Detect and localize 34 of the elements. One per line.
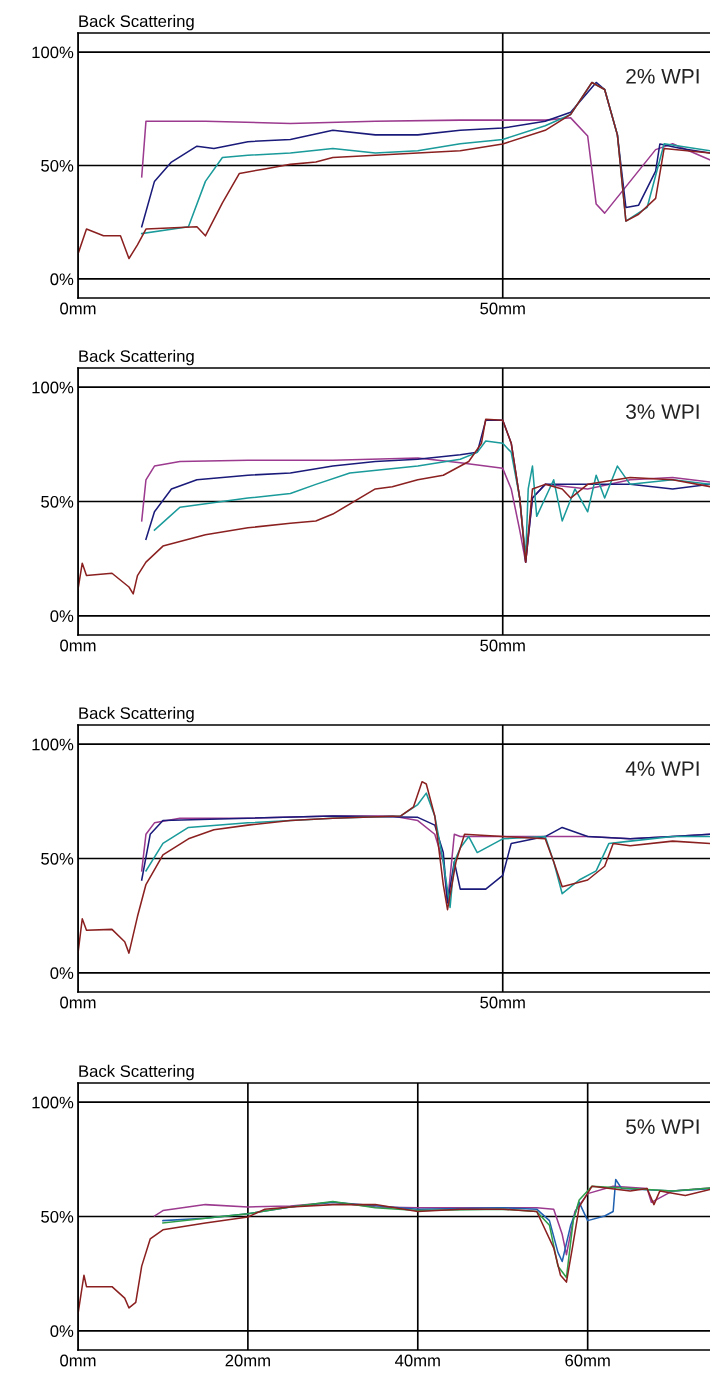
y-tick-label: 0%: [50, 967, 74, 979]
y-axis-title: Back Scattering: [79, 349, 194, 366]
y-axis-title: Back Scattering: [79, 1064, 194, 1081]
x-tick-label: 0mm: [60, 639, 96, 652]
y-axis-title: Back Scattering: [79, 14, 194, 31]
y-tick-label: 50%: [41, 852, 74, 865]
y-tick-label: 100%: [32, 1096, 74, 1109]
x-tick-label: 50mm: [480, 639, 525, 652]
annotation: 4% WPI: [625, 761, 699, 776]
line-series: [78, 418, 710, 595]
annotation: 5% WPI: [626, 1119, 699, 1134]
y-tick-label: 100%: [32, 46, 74, 59]
y-tick-label: 0%: [50, 1325, 74, 1337]
annotation: 2% WPI: [626, 68, 699, 84]
y-tick-label: 50%: [41, 495, 74, 508]
line-series: [140, 815, 710, 904]
y-tick-label: 100%: [32, 381, 74, 394]
x-tick-label: 50mm: [480, 302, 525, 315]
y-tick-label: 100%: [32, 738, 74, 751]
x-tick-label: 0mm: [60, 996, 96, 1009]
y-axis-title: Back Scattering: [79, 706, 194, 723]
x-tick-label: 20mm: [225, 1354, 270, 1367]
annotation: 3% WPI: [626, 404, 699, 419]
x-tick-label: 0mm: [60, 302, 96, 315]
y-tick-label: 50%: [41, 1210, 74, 1223]
y-tick-label: 0%: [50, 273, 74, 286]
line-series: [78, 780, 710, 954]
x-tick-label: 0mm: [60, 1354, 96, 1367]
x-tick-label: 50mm: [480, 996, 525, 1009]
y-tick-label: 0%: [50, 610, 74, 622]
x-tick-label: 40mm: [395, 1354, 440, 1367]
y-tick-label: 50%: [41, 159, 74, 172]
line-series: [140, 117, 710, 214]
x-tick-label: 60mm: [565, 1354, 610, 1367]
